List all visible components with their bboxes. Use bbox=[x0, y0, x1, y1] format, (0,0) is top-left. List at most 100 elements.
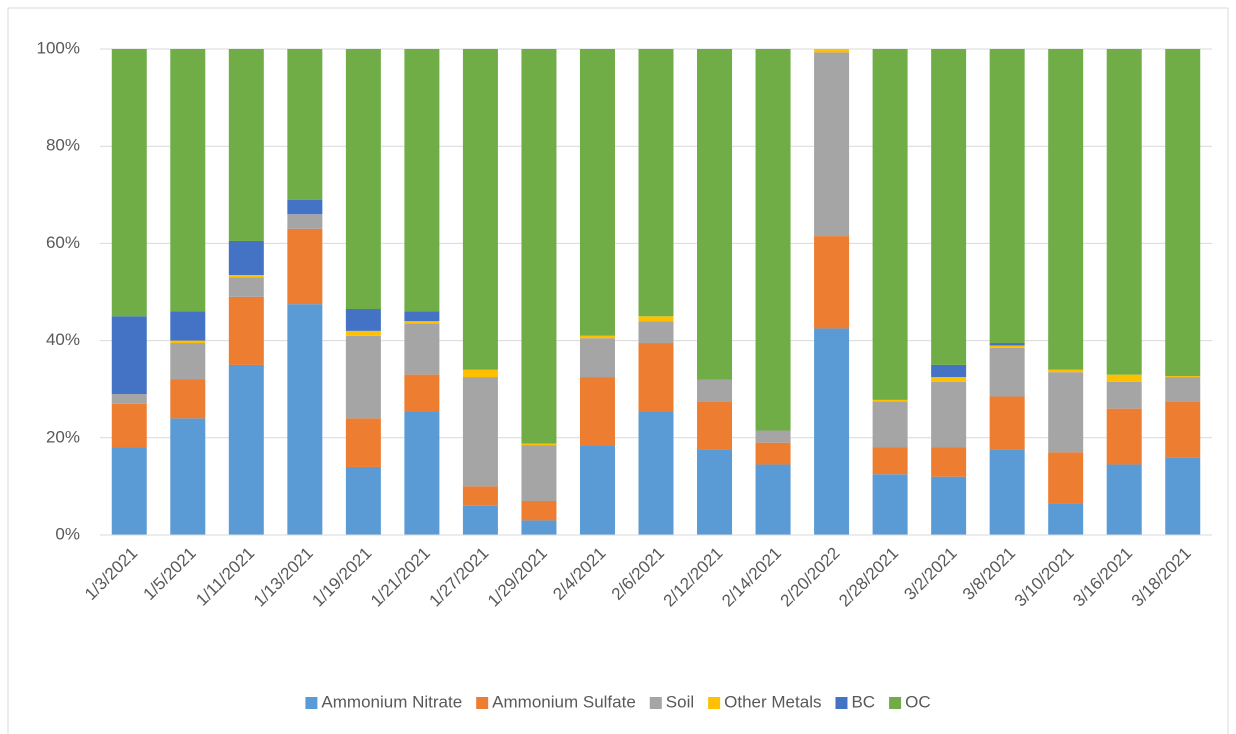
bar-segment bbox=[404, 321, 440, 324]
bar-segment bbox=[521, 445, 557, 501]
bar-segment bbox=[462, 486, 498, 506]
bar-segment bbox=[287, 49, 323, 200]
bar-segment bbox=[1106, 49, 1142, 375]
bar-segment bbox=[404, 49, 440, 312]
bar-segment bbox=[287, 228, 323, 305]
bar-segment bbox=[404, 311, 440, 322]
bar-segment bbox=[579, 49, 615, 336]
y-tick-label: 80% bbox=[46, 136, 80, 155]
bar-segment bbox=[404, 411, 440, 535]
x-tick-label: 3/16/2021 bbox=[1069, 544, 1136, 611]
bar-segment bbox=[228, 277, 264, 297]
y-tick-label: 60% bbox=[46, 233, 80, 252]
bar-segment bbox=[814, 236, 850, 329]
chart-frame bbox=[7, 7, 1229, 734]
bar-segment bbox=[111, 447, 147, 535]
legend-swatch bbox=[835, 697, 848, 709]
bar-segment bbox=[111, 403, 147, 448]
x-tick-label: 1/11/2021 bbox=[192, 544, 258, 610]
bar-segment bbox=[579, 377, 615, 446]
bar-segment bbox=[931, 377, 967, 382]
bar-segment bbox=[989, 345, 1025, 348]
x-tick-label: 1/27/2021 bbox=[425, 544, 492, 611]
bar-segment bbox=[521, 49, 557, 444]
bar-segment bbox=[1048, 369, 1084, 373]
bar-segment bbox=[814, 328, 850, 535]
bar-segment bbox=[872, 399, 908, 402]
bar-segment bbox=[1165, 376, 1201, 378]
bar-segment bbox=[345, 309, 381, 331]
bar-segment bbox=[1106, 464, 1142, 535]
bar-segment bbox=[1106, 408, 1142, 465]
x-tick-label: 3/10/2021 bbox=[1011, 544, 1078, 611]
bar-segment bbox=[1165, 377, 1201, 402]
bar-segment bbox=[111, 316, 147, 395]
bar-segment bbox=[404, 374, 440, 412]
bar-segment bbox=[462, 505, 498, 535]
bar-segment bbox=[170, 340, 206, 344]
bar-segment bbox=[638, 316, 674, 322]
bar-segment bbox=[931, 49, 967, 365]
bar-segment bbox=[989, 449, 1025, 535]
bar-segment bbox=[287, 214, 323, 229]
bar-segment bbox=[931, 476, 967, 535]
x-tick-label: 2/20/2022 bbox=[777, 544, 844, 611]
bar-segment bbox=[814, 52, 850, 237]
legend-label: BC bbox=[851, 692, 875, 711]
bar-segment bbox=[462, 369, 498, 378]
bar-segment bbox=[579, 338, 615, 378]
x-tick-label: 2/6/2021 bbox=[608, 544, 668, 604]
x-tick-label: 2/4/2021 bbox=[549, 544, 609, 604]
bar-segment bbox=[931, 381, 967, 448]
legend-swatch bbox=[476, 697, 489, 709]
bar-segment bbox=[579, 335, 615, 339]
y-tick-label: 0% bbox=[55, 524, 80, 543]
bar-segment bbox=[579, 445, 615, 535]
bar-segment bbox=[1106, 381, 1142, 409]
bar-segment bbox=[755, 442, 791, 465]
y-tick-label: 100% bbox=[37, 38, 80, 57]
bar-segment bbox=[814, 49, 850, 53]
bar-segment bbox=[755, 49, 791, 431]
legend-label: Ammonium Sulfate bbox=[492, 692, 636, 711]
bar-segment bbox=[170, 311, 206, 341]
bar-segment bbox=[872, 447, 908, 475]
x-tick-label: 1/3/2021 bbox=[81, 544, 141, 604]
bar-segment bbox=[111, 394, 147, 404]
bar-segment bbox=[697, 401, 733, 450]
y-tick-label: 20% bbox=[46, 427, 80, 446]
bar-segment bbox=[287, 199, 323, 215]
x-tick-label: 3/8/2021 bbox=[959, 544, 1019, 604]
legend-swatch bbox=[649, 697, 662, 709]
bar-segment bbox=[521, 520, 557, 535]
x-tick-label: 1/5/2021 bbox=[140, 544, 200, 604]
bar-segment bbox=[1106, 374, 1142, 382]
bar-segment bbox=[638, 321, 674, 344]
bar-segment bbox=[872, 474, 908, 535]
bar-segment bbox=[872, 49, 908, 400]
bar-segment bbox=[638, 49, 674, 317]
bar-segment bbox=[1048, 372, 1084, 453]
bar-segment bbox=[697, 49, 733, 380]
bar-segment bbox=[287, 304, 323, 535]
legend-label: Soil bbox=[666, 692, 694, 711]
x-tick-label: 3/18/2021 bbox=[1128, 544, 1195, 611]
bar-segment bbox=[1048, 503, 1084, 535]
bar-segment bbox=[521, 443, 557, 446]
bar-segment bbox=[228, 364, 264, 535]
legend-label: Other Metals bbox=[724, 692, 821, 711]
x-tick-label: 2/12/2021 bbox=[660, 544, 727, 611]
legend-swatch bbox=[305, 697, 318, 709]
bar-segment bbox=[521, 500, 557, 521]
bar-segment bbox=[755, 430, 791, 443]
bar-segment bbox=[1165, 401, 1201, 458]
bar-segment bbox=[872, 401, 908, 448]
y-tick-label: 40% bbox=[46, 330, 80, 349]
bar-segment bbox=[638, 411, 674, 535]
bar-segment bbox=[931, 364, 967, 378]
x-tick-label: 2/14/2021 bbox=[718, 544, 785, 611]
bar-segment bbox=[345, 418, 381, 467]
bar-segment bbox=[462, 377, 498, 487]
